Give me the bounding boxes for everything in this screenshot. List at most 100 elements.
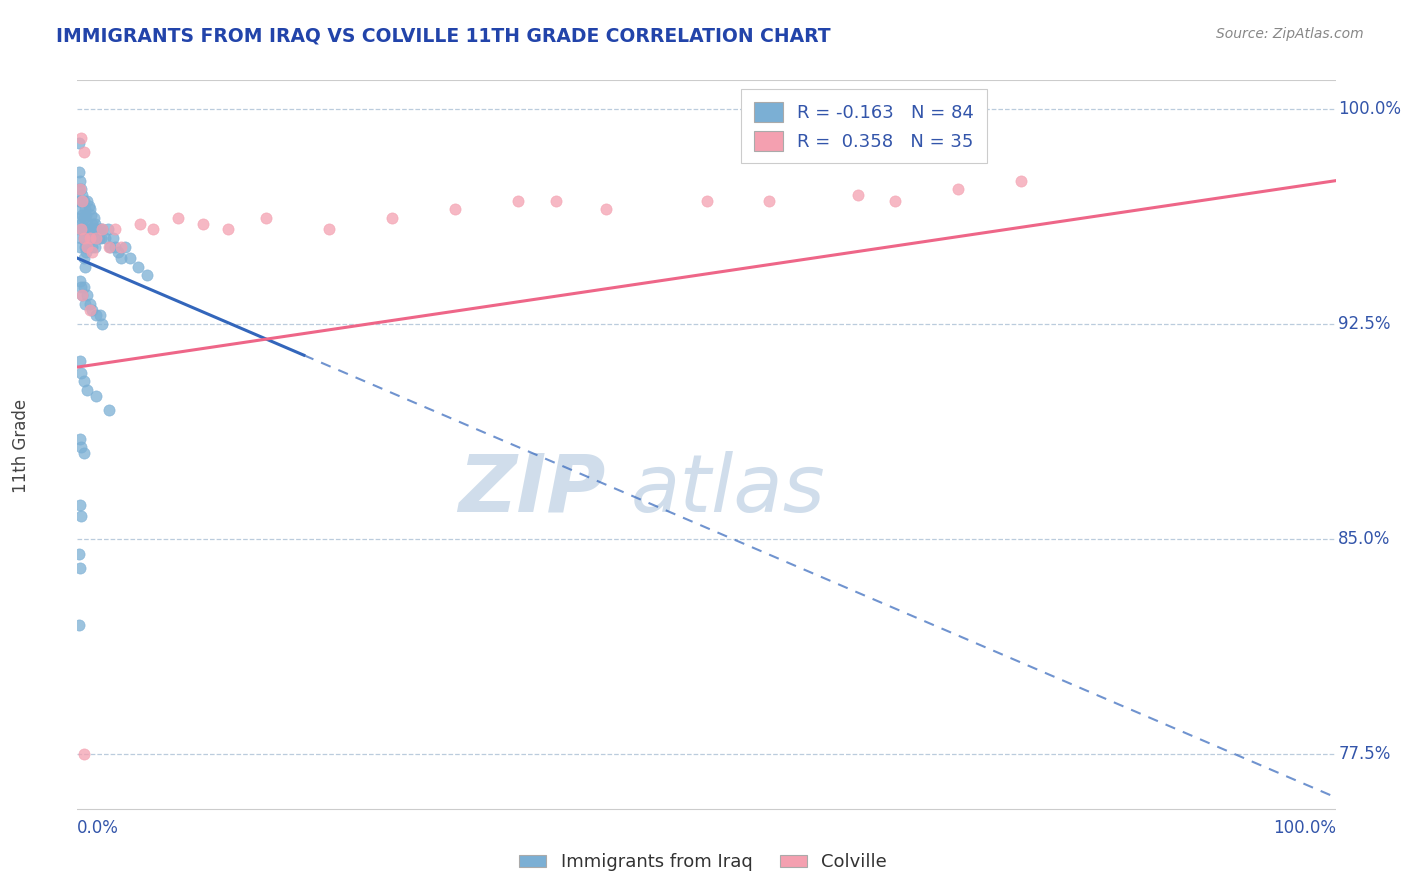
Point <box>444 202 467 217</box>
Legend: R = -0.163   N = 84, R =  0.358   N = 35: R = -0.163 N = 84, R = 0.358 N = 35 <box>741 89 987 163</box>
Point <box>70 231 93 245</box>
Point <box>595 202 617 217</box>
Point <box>67 618 90 632</box>
Point <box>76 288 98 302</box>
Point <box>167 211 190 225</box>
Point <box>217 222 239 236</box>
Text: 77.5%: 77.5% <box>1339 746 1391 764</box>
Point <box>72 375 94 389</box>
Point <box>129 217 152 231</box>
Point <box>75 245 97 260</box>
Text: Source: ZipAtlas.com: Source: ZipAtlas.com <box>1216 27 1364 41</box>
Point <box>120 251 142 265</box>
Point <box>87 231 110 245</box>
Point <box>82 245 104 260</box>
Point <box>91 222 114 236</box>
Text: 85.0%: 85.0% <box>1339 530 1391 549</box>
Point <box>70 182 93 196</box>
Point <box>70 509 93 524</box>
Point <box>69 561 91 575</box>
Point <box>70 217 93 231</box>
Point <box>67 547 90 561</box>
Point <box>84 217 107 231</box>
Point <box>72 280 94 294</box>
Point <box>91 222 114 236</box>
Point <box>79 202 101 217</box>
Point <box>79 231 101 245</box>
Point <box>82 302 104 317</box>
Point <box>110 240 132 254</box>
Point <box>73 260 96 274</box>
Text: 100.0%: 100.0% <box>1339 100 1402 118</box>
Point <box>846 188 869 202</box>
Point <box>104 240 127 254</box>
Point <box>72 208 94 222</box>
Text: IMMIGRANTS FROM IRAQ VS COLVILLE 11TH GRADE CORRELATION CHART: IMMIGRANTS FROM IRAQ VS COLVILLE 11TH GR… <box>56 27 831 45</box>
Point <box>72 194 94 208</box>
Text: atlas: atlas <box>631 450 825 529</box>
Point <box>72 251 94 265</box>
Point <box>127 260 149 274</box>
Point <box>83 211 105 225</box>
Point <box>80 208 103 222</box>
Point <box>104 222 127 236</box>
Point <box>89 222 111 236</box>
Point <box>89 309 111 323</box>
Point <box>544 194 567 208</box>
Point <box>69 211 91 225</box>
Point <box>72 145 94 159</box>
Point <box>191 217 215 231</box>
Point <box>84 389 107 403</box>
Point <box>70 130 93 145</box>
Point <box>73 222 96 236</box>
Point <box>758 194 780 208</box>
Point <box>83 231 105 245</box>
Point <box>96 222 118 236</box>
Point <box>97 403 120 417</box>
Point <box>72 188 94 202</box>
Point <box>72 194 94 208</box>
Point <box>79 297 101 311</box>
Point <box>254 211 277 225</box>
Point <box>72 222 94 236</box>
Point <box>82 217 104 231</box>
Point <box>72 211 94 225</box>
Text: 92.5%: 92.5% <box>1339 315 1391 333</box>
Point <box>84 309 107 323</box>
Point <box>73 297 96 311</box>
Point <box>91 317 114 331</box>
Point <box>76 217 98 231</box>
Text: 11th Grade: 11th Grade <box>13 399 30 493</box>
Point <box>69 274 91 288</box>
Point <box>884 194 907 208</box>
Point <box>84 231 107 245</box>
Point <box>69 498 91 512</box>
Point <box>75 222 97 236</box>
Point <box>79 222 101 236</box>
Point <box>506 194 529 208</box>
Point <box>142 222 165 236</box>
Point <box>82 240 104 254</box>
Point <box>75 208 97 222</box>
Point <box>72 288 94 302</box>
Text: ZIP: ZIP <box>458 450 606 529</box>
Point <box>1010 174 1032 188</box>
Point <box>70 202 93 217</box>
Point <box>77 222 100 236</box>
Point <box>69 194 91 208</box>
Point <box>79 302 101 317</box>
Point <box>69 354 91 368</box>
Point <box>69 174 91 188</box>
Point <box>70 366 93 380</box>
Point <box>76 383 98 397</box>
Point <box>98 240 121 254</box>
Point <box>90 231 112 245</box>
Point <box>69 432 91 446</box>
Point <box>70 441 93 455</box>
Point <box>76 194 98 208</box>
Point <box>72 288 94 302</box>
Point <box>77 199 100 213</box>
Point <box>69 182 91 196</box>
Point <box>86 222 108 236</box>
Point <box>67 182 90 196</box>
